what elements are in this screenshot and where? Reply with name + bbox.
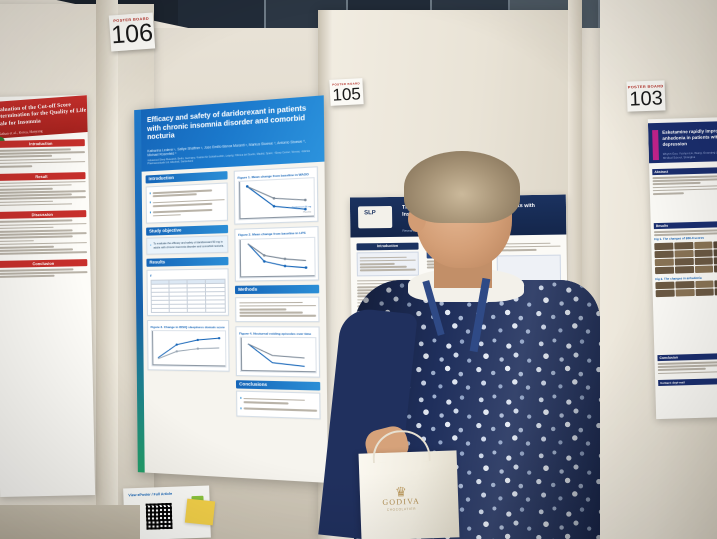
- section-heading: Results: [653, 220, 717, 230]
- person-hair: [404, 151, 520, 223]
- figure-caption: F: [150, 273, 152, 278]
- section-heading: Conclusions: [235, 379, 321, 391]
- board-number: 106: [110, 18, 154, 50]
- section-heading: Methods: [234, 284, 320, 295]
- poster-106-section: Conclusion: [0, 258, 88, 278]
- shopping-bag: ♛ GODIVA CHOCOLATIER: [358, 429, 460, 539]
- poster-103-header: Esketamine rapidly improves anhedonia in…: [647, 120, 717, 164]
- section-heading: Study objective: [146, 224, 229, 236]
- results-table: [150, 278, 225, 313]
- board-number-card-106: POSTER BOARD 106: [108, 12, 156, 52]
- bag-branding: ♛ GODIVA CHOCOLATIER: [372, 484, 431, 512]
- board-number: 105: [331, 83, 362, 105]
- line-chart-nocturia[interactable]: [239, 336, 317, 374]
- board-number-card-103: POSTER BOARD 103: [626, 80, 666, 112]
- legend-series-2: Placebo: [303, 211, 312, 214]
- poster-106-header: Evaluation of the Cut-off Score Determin…: [0, 95, 93, 140]
- section-heading: Results: [146, 256, 229, 267]
- accent-bar: [652, 129, 659, 161]
- qr-code-icon[interactable]: [145, 502, 173, 530]
- section-heading: Introduction: [0, 139, 85, 148]
- poster-103-abstract: Abstract: [652, 166, 717, 196]
- main-poster-daridorexant[interactable]: Efficacy and safety of daridorexant in p…: [134, 95, 328, 483]
- figure-image-grid: [655, 280, 717, 298]
- poster-103-authors: Wuyun Gao, Yuanyu Liu, Wang, Guanqing Zh…: [662, 150, 717, 160]
- chart-card-3: Figure 3. Change in IDSIQ sleepiness dom…: [147, 320, 230, 372]
- poster-106[interactable]: Evaluation of the Cut-off Score Determin…: [0, 95, 96, 497]
- poster-103-conclusion: Conclusion Contact: dept-mail: [657, 352, 717, 388]
- line-chart-lps[interactable]: [238, 236, 316, 278]
- conclusions-card: [236, 390, 321, 419]
- poster-106-authors: Nathan et al., Korea, Hanyang: [0, 128, 43, 137]
- section-heading: Conclusion: [657, 352, 717, 362]
- main-poster-title: Efficacy and safety of daridorexant in p…: [146, 104, 307, 142]
- main-poster-column-left: Introduction Study objective To evaluate…: [145, 171, 230, 375]
- chart-card-4: Figure 4. Nocturnal voiding episodes ove…: [235, 326, 321, 378]
- results-table-card: F: [146, 267, 230, 317]
- poster-106-section: Result: [0, 171, 86, 207]
- figure-caption: Figure 3. Change in IDSIQ sleepiness dom…: [150, 324, 225, 329]
- board-card-label: POSTER BOARD: [332, 80, 361, 87]
- line-chart-waso[interactable]: Daridorexant 50 mg Placebo: [237, 177, 315, 221]
- chart-card-1: Figure 1. Mean change from baseline in W…: [233, 166, 319, 225]
- poster-103-results: Results Fig 1. The changes of BDI-II sco…: [653, 220, 717, 298]
- figure-caption: Figure 4. Nocturnal voiding episodes ove…: [239, 330, 312, 336]
- section-heading: Conclusion: [0, 258, 88, 268]
- methods-card: [235, 295, 320, 323]
- section-heading: Result: [0, 171, 86, 181]
- main-poster-header: Efficacy and safety of daridorexant in p…: [140, 95, 325, 172]
- section-heading: Abstract: [652, 166, 717, 176]
- board-number-card-105: POSTER BOARD 105: [329, 78, 364, 106]
- chart-card-2: Figure 2. Mean change from baseline in L…: [234, 225, 320, 282]
- poster-106-body: Introduction Result Discussion Conclusio…: [0, 139, 88, 284]
- figure-image-grid: [654, 240, 717, 274]
- study-objective-text: To evaluate the efficacy and safety of d…: [153, 240, 225, 250]
- main-poster-column-right: Figure 1. Mean change from baseline in W…: [233, 166, 321, 423]
- introduction-card: [145, 181, 228, 224]
- poster-103-title: Esketamine rapidly improves anhedonia in…: [662, 128, 717, 147]
- section-heading: Discussion: [0, 210, 87, 220]
- sticky-note: [184, 498, 216, 526]
- poster-106-title: Evaluation of the Cut-off Score Determin…: [0, 101, 87, 128]
- poster-106-section: Discussion: [0, 210, 88, 255]
- bag-brand-sub: CHOCOLATIER: [386, 506, 417, 512]
- board-number: 103: [629, 86, 664, 111]
- line-chart-idsiq: [150, 330, 226, 368]
- board-106-edge: [96, 0, 118, 539]
- poster-103-footer: Contact: dept-mail: [658, 378, 717, 387]
- poster-103[interactable]: Esketamine rapidly improves anhedonia in…: [647, 116, 717, 420]
- qr-card-text: View ePoster / Full Article: [128, 491, 173, 498]
- board-card-label: POSTER BOARD: [627, 83, 664, 89]
- floor: [0, 505, 140, 539]
- study-objective-card: To evaluate the efficacy and safety of d…: [146, 235, 229, 255]
- poster-106-section: Introduction: [0, 139, 86, 168]
